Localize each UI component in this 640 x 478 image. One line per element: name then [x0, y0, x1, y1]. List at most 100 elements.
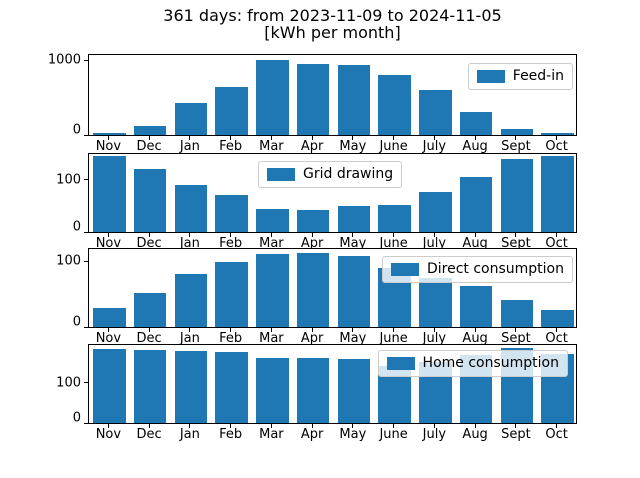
y-tick-label: 100: [56, 253, 81, 269]
x-tick-label-sept: Sept: [501, 427, 531, 442]
x-tick-mark: [230, 233, 232, 237]
x-tick-mark: [474, 136, 476, 140]
bar-may: [337, 256, 371, 327]
x-tick-label-apr: Apr: [300, 427, 324, 442]
y-tick-label: 0: [72, 314, 81, 330]
bar-oct: [541, 155, 574, 232]
x-tick-mark: [189, 424, 191, 428]
legend-swatch-icon: [390, 263, 419, 276]
x-tick-label-june: June: [379, 236, 408, 251]
x-tick-label-dec: Dec: [136, 331, 162, 346]
legend-direct-consumption: Direct consumption: [381, 256, 573, 283]
x-tick-label-feb: Feb: [219, 427, 243, 442]
x-tick-mark: [352, 328, 354, 332]
x-tick-mark: [433, 424, 435, 428]
x-tick-mark: [515, 424, 517, 428]
bar-sept: [500, 300, 534, 327]
x-tick-label-may: May: [339, 236, 367, 251]
x-tick-label-aug: Aug: [462, 139, 488, 154]
bar-nov: [93, 132, 126, 135]
x-tick-mark: [556, 328, 558, 332]
subplot-feed-in: Nov Dec Jan Feb Mar Apr May June July Aug Sept Oct 0…: [48, 54, 577, 153]
x-tick-label-nov: Nov: [95, 236, 122, 251]
x-tick-mark: [474, 233, 476, 237]
x-tick-mark: [352, 136, 354, 140]
y-tick-label: 0: [72, 122, 81, 138]
plot-area-home-consumption: [88, 344, 577, 424]
subplot-home-consumption: Nov Dec Jan Feb Mar Apr May June July Aug Sept Oct 0…: [56, 344, 577, 441]
x-tick-label-oct: Oct: [545, 139, 568, 154]
y-tick-mark: [84, 382, 88, 384]
y-tick-label: 100: [56, 172, 81, 188]
x-tick-mark: [311, 136, 313, 140]
bar-july: [419, 90, 452, 135]
x-tick-label-mar: Mar: [259, 139, 284, 154]
bar-dec: [133, 349, 167, 423]
bar-apr: [296, 358, 330, 423]
x-tick-label-july: July: [422, 139, 447, 154]
x-tick-mark: [189, 136, 191, 140]
x-tick-label-jan: Jan: [179, 139, 200, 154]
x-tick-mark: [270, 233, 272, 237]
x-tick-mark: [107, 424, 109, 428]
x-tick-label-feb: Feb: [219, 139, 243, 154]
figure-title-line1: 361 days: from 2023-11-09 to 2024-11-05: [163, 6, 502, 25]
x-tick-mark: [148, 424, 150, 428]
legend-label: Direct consumption: [426, 261, 564, 277]
x-tick-label-sept: Sept: [501, 139, 531, 154]
x-tick-label-mar: Mar: [259, 331, 284, 346]
bar-jan: [174, 274, 208, 327]
x-tick-label-jan: Jan: [179, 331, 200, 346]
x-tick-mark: [393, 233, 395, 237]
x-tick-label-sept: Sept: [501, 236, 531, 251]
x-tick-mark: [352, 233, 354, 237]
x-tick-mark: [433, 328, 435, 332]
x-tick-label-may: May: [339, 139, 367, 154]
y-tick-mark: [84, 135, 88, 136]
bar-mar: [256, 208, 289, 232]
bar-june: [378, 205, 411, 232]
bar-jan: [174, 351, 208, 423]
bar-may: [337, 206, 371, 232]
x-tick-mark: [189, 328, 191, 332]
y-tick-mark: [84, 179, 88, 181]
x-tick-label-apr: Apr: [300, 139, 324, 154]
subplot-grid-drawing: Nov Dec Jan Feb Mar Apr May June July Aug Sept Oct 0…: [56, 153, 577, 250]
legend-swatch-icon: [267, 168, 295, 181]
bar-nov: [93, 348, 126, 423]
x-tick-label-feb: Feb: [219, 331, 243, 346]
x-tick-mark: [107, 233, 109, 237]
x-tick-mark: [515, 136, 517, 140]
bar-mar: [256, 253, 289, 327]
x-tick-label-june: June: [379, 331, 408, 346]
x-tick-mark: [230, 136, 232, 140]
x-tick-mark: [515, 328, 517, 332]
x-tick-mark: [311, 424, 313, 428]
x-tick-mark: [311, 328, 313, 332]
x-tick-mark: [393, 328, 395, 332]
bar-dec: [133, 293, 167, 327]
bar-mar: [256, 357, 289, 423]
x-tick-label-dec: Dec: [136, 139, 162, 154]
bar-nov: [93, 307, 126, 327]
legend-grid-drawing: Grid drawing: [258, 161, 403, 188]
legend-label: Feed-in: [512, 68, 564, 84]
x-tick-label-nov: Nov: [95, 139, 122, 154]
bar-oct: [541, 310, 574, 327]
x-tick-mark: [433, 233, 435, 237]
subplot-direct-consumption: Nov Dec Jan Feb Mar Apr May June July Aug Sept Oct 0…: [56, 248, 577, 345]
x-tick-label-nov: Nov: [95, 427, 122, 442]
bar-dec: [133, 125, 167, 135]
x-tick-label-may: May: [339, 427, 367, 442]
x-tick-label-mar: Mar: [259, 427, 284, 442]
bar-apr: [296, 64, 330, 135]
bar-may: [337, 358, 371, 423]
y-tick-mark: [84, 327, 88, 328]
y-tick-label: 1000: [47, 52, 81, 68]
legend-feed-in: Feed-in: [467, 63, 573, 90]
bar-apr: [296, 209, 330, 232]
legend-home-consumption: Home consumption: [377, 350, 568, 377]
x-tick-mark: [148, 136, 150, 140]
x-tick-label-july: July: [422, 331, 447, 346]
x-tick-label-july: July: [422, 427, 447, 442]
